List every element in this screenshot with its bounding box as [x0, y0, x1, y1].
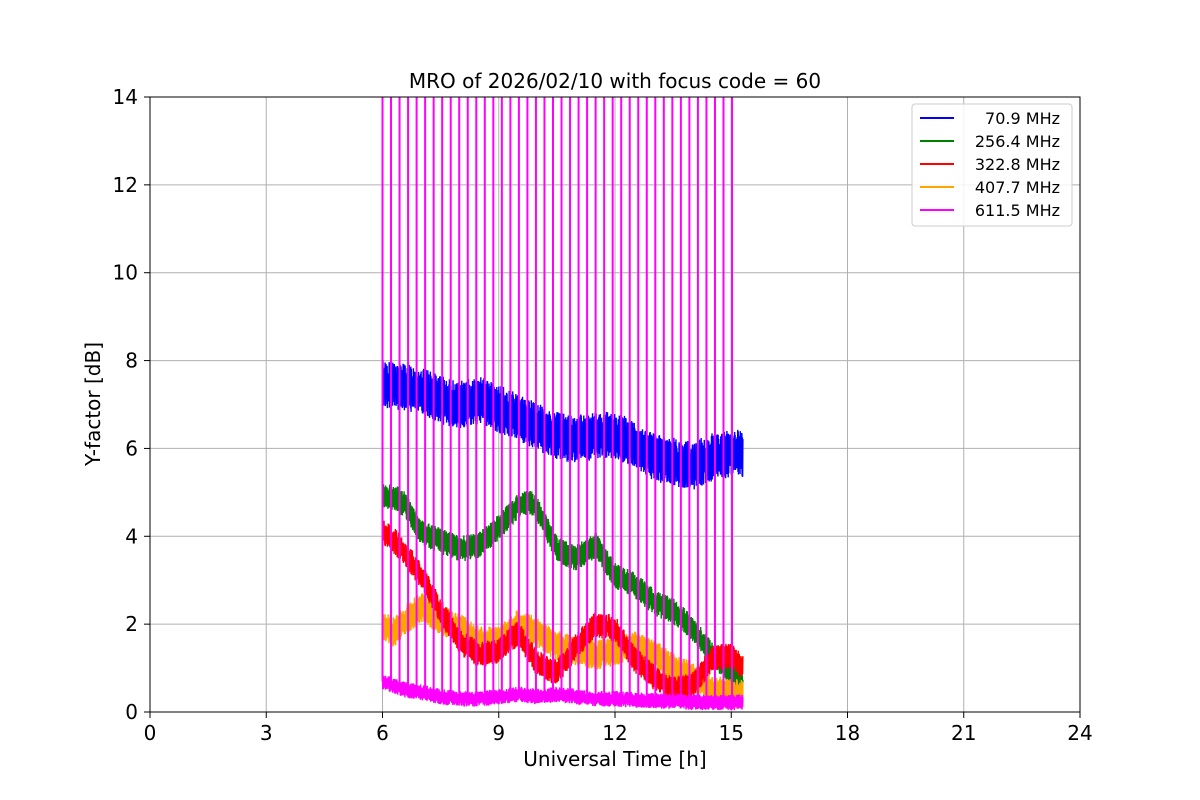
legend-label: 256.4 MHz — [975, 132, 1060, 151]
y-tick-label: 14 — [113, 85, 138, 109]
series-line-4 — [381, 675, 744, 711]
x-tick-label: 3 — [260, 721, 273, 745]
legend-label: 407.7 MHz — [975, 178, 1060, 197]
y-tick-label: 12 — [113, 173, 138, 197]
legend-label: 611.5 MHz — [975, 201, 1060, 220]
x-tick-label: 12 — [602, 721, 627, 745]
x-tick-label: 24 — [1067, 721, 1092, 745]
x-tick-label: 6 — [376, 721, 389, 745]
y-tick-label: 10 — [113, 261, 138, 285]
x-tick-label: 9 — [492, 721, 505, 745]
y-tick-label: 8 — [125, 349, 138, 373]
x-tick-label: 15 — [719, 721, 744, 745]
y-tick-label: 2 — [125, 612, 138, 636]
y-tick-label: 4 — [125, 524, 138, 548]
y-tick-label: 6 — [125, 436, 138, 460]
x-tick-label: 18 — [835, 721, 860, 745]
y-axis-label: Y-factor [dB] — [81, 342, 105, 467]
legend-label: 322.8 MHz — [975, 155, 1060, 174]
chart-title: MRO of 2026/02/10 with focus code = 60 — [409, 69, 821, 93]
x-tick-label: 0 — [144, 721, 157, 745]
y-tick-label: 0 — [125, 700, 138, 724]
x-axis-label: Universal Time [h] — [523, 747, 706, 771]
legend: 70.9 MHz 256.4 MHz 322.8 MHz 407.7 MHz 611.5… — [911, 103, 1073, 227]
legend-box — [911, 103, 1073, 227]
x-tick-label: 21 — [951, 721, 976, 745]
legend-label: 70.9 MHz — [985, 109, 1060, 128]
spike-layer — [381, 97, 734, 703]
